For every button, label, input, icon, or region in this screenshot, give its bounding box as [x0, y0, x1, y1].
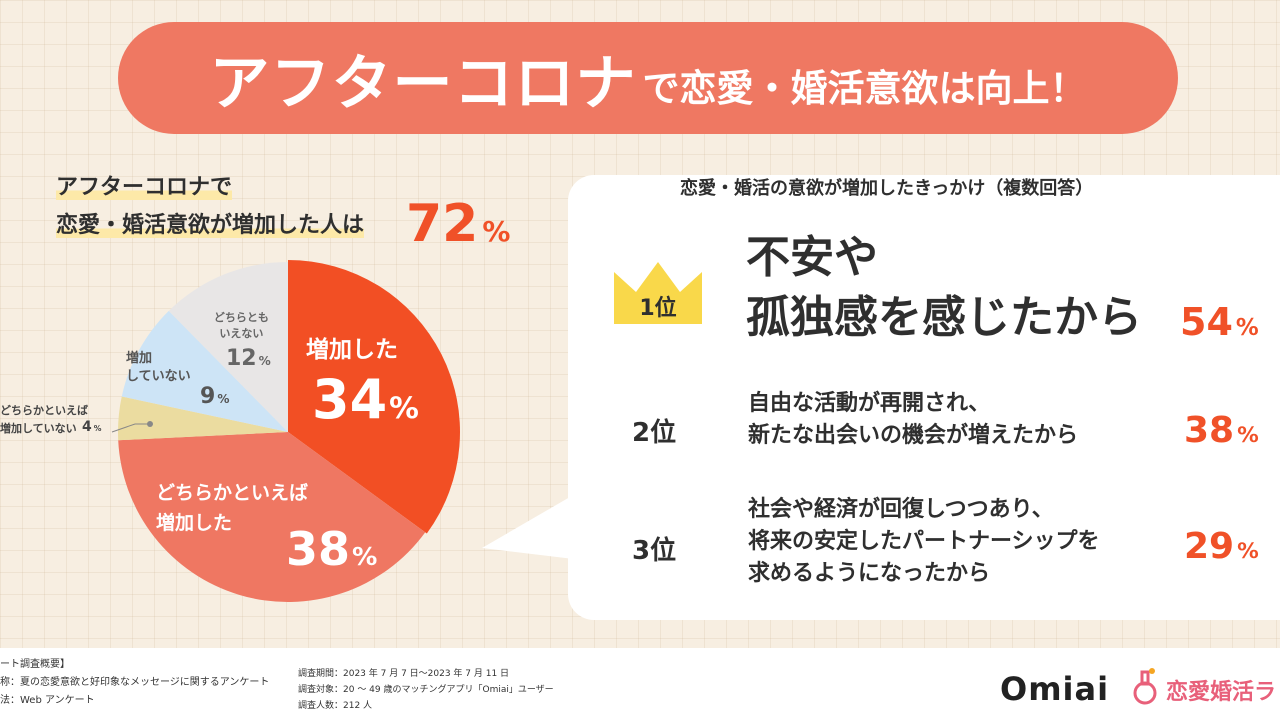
rank-1-percent-value: 54	[1180, 300, 1233, 344]
survey-heading: ート調査概要】	[0, 659, 70, 670]
rank-1-text: 不安や 孤独感を感じたから	[746, 228, 1142, 348]
survey-period: 調査期間：2023 年 7 月 7 日〜2023 年 7 月 11 日	[298, 669, 510, 679]
slice-name-increased: 増加した	[306, 337, 398, 363]
rank-1-line2: 孤独感を感じたから	[746, 292, 1142, 343]
rank-1-percent: 54%	[1180, 300, 1259, 344]
slice-name-neither-2: いえない	[219, 327, 264, 340]
rank-3-line1: 社会や経済が回復しつつあり、	[748, 497, 1054, 522]
slice-leader-dot	[147, 421, 153, 427]
slice-value-increased: 34	[312, 368, 388, 431]
slice-name-neither-1: どちらとも	[213, 311, 269, 324]
title-main: アフターコロナ	[209, 48, 637, 119]
slice-increased	[288, 260, 460, 534]
headline-line1: アフターコロナで	[56, 175, 233, 200]
rank-3-percent: 29%	[1184, 526, 1259, 567]
rank-3-line2: 将来の安定したパートナーシップを	[748, 529, 1100, 554]
slice-value-somewhat-not: 4	[82, 419, 92, 435]
slice-label-neither: どちらとも いえない 12%	[212, 310, 271, 371]
slice-name-not-increased-1: 増加	[126, 351, 153, 366]
rank-3-line3: 求めるようになったから	[748, 561, 991, 586]
survey-target: 調査対象：20 〜 49 歳のマッチングアプリ「Omiai」ユーザー	[298, 685, 554, 695]
title-banner: アフターコロナ で恋愛・婚活意欲は向上！	[118, 22, 1178, 134]
rank-1-line1: 不安や	[746, 232, 878, 283]
slice-somewhat-not	[118, 396, 288, 441]
bubble-tail	[482, 490, 582, 560]
rank-1-label: 1位	[639, 296, 677, 321]
headline-percent: 72%	[406, 194, 510, 254]
crown-icon	[614, 262, 702, 324]
headline-percent-unit: %	[482, 215, 511, 248]
rank-2-percent-unit: %	[1237, 423, 1259, 448]
rank-2-line2: 新たな出会いの機会が増えたから	[748, 423, 1079, 448]
title-sub: で恋愛・婚活意欲は向上！	[642, 67, 1087, 110]
rank-3-percent-value: 29	[1184, 526, 1235, 567]
slice-not-increased	[121, 310, 288, 432]
slice-label-somewhat-not: どちらかといえば 増加していない 4%	[0, 402, 101, 438]
survey-name: 称：夏の恋愛意欲と好印象なメッセージに関するアンケート	[0, 677, 270, 688]
omiai-logo: Omiai	[1000, 670, 1110, 708]
slice-label-not-increased: 増加 していない 9%	[126, 350, 229, 409]
survey-details: 調査期間：2023 年 7 月 7 日〜2023 年 7 月 11 日 調査対象…	[298, 666, 554, 714]
rank-2-percent-value: 38	[1184, 410, 1235, 451]
footer	[0, 648, 1280, 720]
rank-2-text: 自由な活動が再開され、 新たな出会いの機会が増えたから	[748, 388, 1078, 452]
slice-name-somewhat-not-1: どちらかといえば	[0, 404, 88, 417]
flask-logo-icon	[1133, 668, 1157, 705]
slice-name-not-increased-2: していない	[126, 369, 191, 384]
slice-leader-line	[111, 423, 150, 433]
slice-value-neither: 12	[226, 346, 257, 371]
rank-3-text: 社会や経済が回復しつつあり、 将来の安定したパートナーシップを 求めるようになっ…	[748, 494, 1100, 590]
slice-value-somewhat-increased: 38	[286, 522, 351, 576]
rank-1-percent-unit: %	[1235, 315, 1259, 341]
slice-unit-not-increased: %	[217, 392, 230, 406]
slice-unit-neither: %	[258, 354, 271, 368]
survey-count: 調査人数：212 人	[298, 701, 373, 711]
slice-name-somewhat-increased-2: 増加した	[156, 512, 233, 534]
slice-name-somewhat-increased-1: どちらかといえば	[156, 482, 309, 504]
headline-line2: 恋愛・婚活意欲が増加した人は	[56, 213, 365, 238]
konkatsu-logo-text: 恋愛婚活ラ	[1166, 680, 1277, 705]
reasons-title: 恋愛・婚活の意欲が増加したきっかけ（複数回答）	[680, 178, 1094, 199]
slice-label-increased: 増加した 34%	[306, 330, 419, 439]
rank-3-label: 3位	[632, 536, 677, 566]
slice-label-somewhat-increased: どちらかといえば 増加した 38%	[156, 478, 377, 576]
rank-2-line1: 自由な活動が再開され、	[748, 391, 991, 416]
reasons-panel	[568, 175, 1280, 620]
slice-neither	[168, 262, 288, 432]
slice-name-somewhat-not-2: 増加していない	[0, 422, 77, 435]
headline: アフターコロナで 恋愛・婚活意欲が増加した人は 72%	[56, 172, 510, 254]
slice-unit-somewhat-increased: %	[352, 542, 378, 571]
survey-method: 法：Web アンケート	[0, 695, 95, 706]
slice-unit-increased: %	[389, 391, 419, 426]
headline-percent-value: 72	[406, 194, 479, 254]
rank-2-percent: 38%	[1184, 410, 1259, 451]
pie-chart	[111, 260, 460, 602]
rank-2-label: 2位	[632, 418, 677, 448]
slice-unit-somewhat-not: %	[93, 424, 102, 433]
survey-summary: ート調査概要】 称：夏の恋愛意欲と好印象なメッセージに関するアンケート 法：We…	[0, 656, 269, 710]
rank-3-percent-unit: %	[1237, 539, 1259, 564]
slice-somewhat-increased	[118, 432, 426, 602]
slice-value-not-increased: 9	[200, 384, 216, 409]
